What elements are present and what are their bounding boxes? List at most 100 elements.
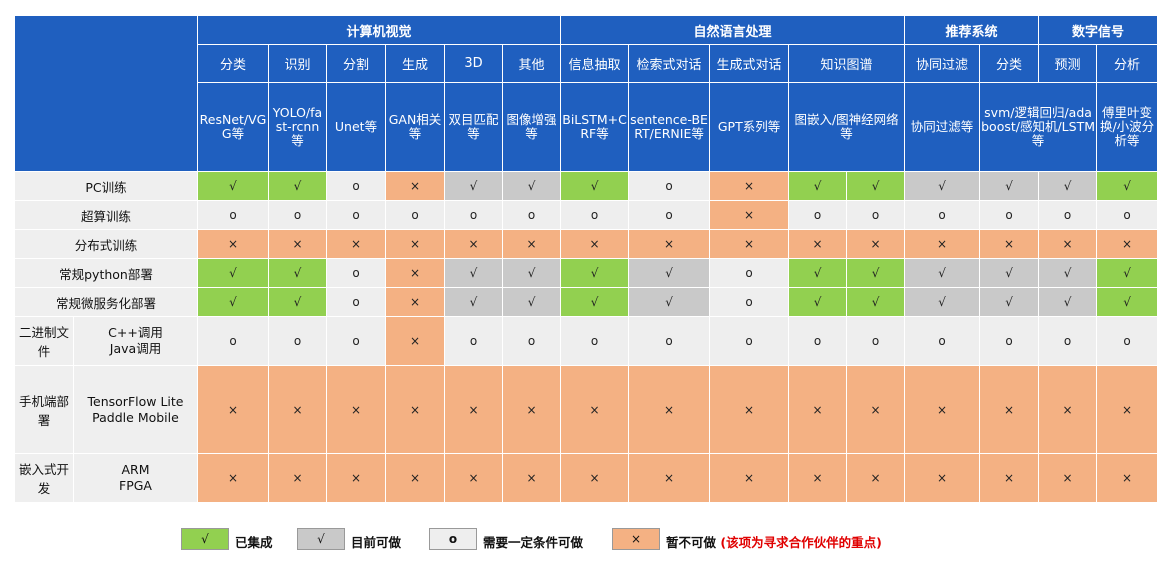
algo-stereo: 双目匹配等 bbox=[444, 82, 503, 172]
status-cell: × bbox=[979, 229, 1040, 259]
status-cell: × bbox=[709, 453, 790, 503]
status-cell: o bbox=[628, 200, 711, 230]
row-label: PC训练 bbox=[14, 171, 198, 201]
status-cell: o bbox=[501, 316, 562, 366]
status-cell: × bbox=[788, 453, 848, 503]
status-cell: × bbox=[1038, 453, 1098, 503]
status-cell: √ bbox=[268, 171, 327, 201]
status-cell: o bbox=[326, 171, 386, 201]
status-cell: × bbox=[326, 229, 386, 259]
status-cell: o bbox=[904, 200, 981, 230]
subcat-rec-cf: 协同过滤 bbox=[904, 44, 981, 83]
status-cell: × bbox=[1038, 365, 1098, 454]
status-cell: × bbox=[709, 171, 790, 201]
status-cell: o bbox=[197, 316, 269, 366]
status-cell: √ bbox=[1096, 287, 1159, 317]
group-nlp: 自然语言处理 bbox=[560, 15, 906, 45]
status-cell: × bbox=[197, 365, 269, 454]
table-row: PC训练 √ √ o × √ √ √ o × √ √ √ √ √ √ bbox=[14, 171, 1159, 201]
status-cell: × bbox=[979, 453, 1040, 503]
status-cell: o bbox=[788, 316, 848, 366]
status-cell: × bbox=[560, 453, 630, 503]
status-cell: √ bbox=[628, 287, 711, 317]
status-cell: o bbox=[444, 200, 503, 230]
status-cell: × bbox=[1096, 453, 1159, 503]
status-cell: √ bbox=[904, 258, 981, 288]
table-row: 二进制文件 C++调用 Java调用 o o o × o o o o o o o o o o o bbox=[14, 316, 1159, 366]
status-cell: √ bbox=[1096, 258, 1159, 288]
row-category: 手机端部署 bbox=[14, 365, 74, 454]
group-cv: 计算机视觉 bbox=[196, 15, 562, 45]
status-cell: × bbox=[501, 229, 562, 259]
status-cell: × bbox=[385, 171, 445, 201]
corner-cell bbox=[14, 15, 198, 172]
status-cell: o bbox=[709, 258, 790, 288]
legend-impossible-label: 暂不可做 (该项为寻求合作伙伴的重点) bbox=[666, 532, 882, 551]
row-category: 嵌入式开发 bbox=[14, 453, 74, 503]
status-cell: √ bbox=[444, 287, 503, 317]
status-cell: × bbox=[197, 229, 269, 259]
algo-unet: Unet等 bbox=[326, 82, 386, 172]
status-cell: √ bbox=[1038, 258, 1098, 288]
status-cell: × bbox=[326, 365, 386, 454]
group-recsys: 推荐系统 bbox=[904, 15, 1040, 45]
table-row: 超算训练 o o o o o o o o × o o o o o o bbox=[14, 200, 1159, 230]
subcat-cv-3d: 3D bbox=[444, 44, 503, 83]
status-cell: × bbox=[628, 229, 711, 259]
status-cell: × bbox=[709, 200, 790, 230]
status-cell: × bbox=[385, 229, 445, 259]
status-cell: × bbox=[385, 287, 445, 317]
row-subcategory: ARM FPGA bbox=[73, 453, 198, 503]
status-cell: × bbox=[385, 453, 445, 503]
status-cell: × bbox=[628, 365, 711, 454]
status-cell: √ bbox=[846, 171, 906, 201]
group-signal: 数字信号 bbox=[1038, 15, 1159, 45]
status-cell: × bbox=[197, 453, 269, 503]
legend-integrated-label: 已集成 bbox=[235, 535, 273, 550]
algo-gan: GAN相关等 bbox=[385, 82, 445, 172]
status-cell: o bbox=[1096, 200, 1159, 230]
status-cell: × bbox=[268, 453, 327, 503]
status-cell: o bbox=[979, 200, 1040, 230]
status-cell: × bbox=[444, 453, 503, 503]
status-cell: o bbox=[326, 316, 386, 366]
subcat-nlp-retrieval: 检索式对话 bbox=[628, 44, 711, 83]
status-cell: √ bbox=[197, 287, 269, 317]
legend-possible-label: 目前可做 bbox=[351, 535, 402, 550]
status-cell: × bbox=[268, 365, 327, 454]
status-cell: √ bbox=[628, 258, 711, 288]
status-cell: √ bbox=[846, 258, 906, 288]
status-cell: √ bbox=[979, 171, 1040, 201]
algo-graph: 图嵌入/图神经网络等 bbox=[788, 82, 906, 172]
status-cell: o bbox=[628, 171, 711, 201]
table-row: 常规python部署 √ √ o × √ √ √ √ o √ √ √ √ √ √ bbox=[14, 258, 1159, 288]
subcat-cv-other: 其他 bbox=[501, 44, 562, 83]
status-cell: × bbox=[444, 229, 503, 259]
status-cell: √ bbox=[904, 171, 981, 201]
status-cell: √ bbox=[1038, 287, 1098, 317]
status-cell: √ bbox=[444, 171, 503, 201]
status-cell: × bbox=[846, 229, 906, 259]
row-subcategory: C++调用 Java调用 bbox=[73, 316, 198, 366]
status-cell: o bbox=[560, 200, 630, 230]
status-cell: o bbox=[326, 287, 386, 317]
row-label: 分布式训练 bbox=[14, 229, 198, 259]
subcat-sig-predict: 预测 bbox=[1038, 44, 1098, 83]
status-cell: √ bbox=[979, 258, 1040, 288]
status-cell: × bbox=[560, 229, 630, 259]
status-cell: o bbox=[846, 316, 906, 366]
status-cell: √ bbox=[1038, 171, 1098, 201]
subcat-cv-generate: 生成 bbox=[385, 44, 445, 83]
status-cell: × bbox=[1038, 229, 1098, 259]
subcat-nlp-extract: 信息抽取 bbox=[560, 44, 630, 83]
subcat-sig-classify: 分类 bbox=[979, 44, 1040, 83]
status-cell: × bbox=[501, 453, 562, 503]
status-cell: o bbox=[444, 316, 503, 366]
status-cell: √ bbox=[197, 258, 269, 288]
status-cell: × bbox=[788, 365, 848, 454]
status-cell: × bbox=[385, 316, 445, 366]
status-cell: o bbox=[788, 200, 848, 230]
status-cell: o bbox=[197, 200, 269, 230]
subcat-cv-classify: 分类 bbox=[197, 44, 269, 83]
status-cell: × bbox=[979, 365, 1040, 454]
